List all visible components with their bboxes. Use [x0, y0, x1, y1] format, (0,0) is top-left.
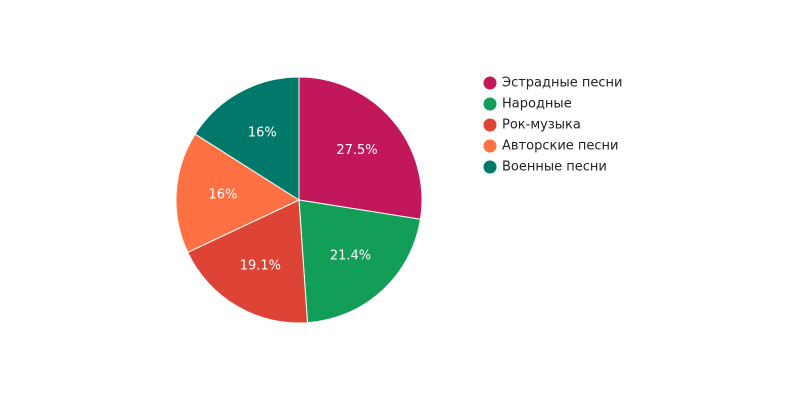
pie-data-label-1: 27.5% [336, 143, 377, 158]
legend-swatch-4 [483, 139, 497, 153]
pie-slices [175, 76, 423, 324]
pie-data-label-5: 16% [248, 126, 277, 141]
pie-slice-3[interactable] [187, 199, 309, 324]
legend: Эстрадные песни Народные Рок-музыка Авторск… [483, 76, 623, 175]
pie-slice-2[interactable] [298, 199, 422, 324]
pie-data-label-3: 19.1% [240, 258, 281, 273]
legend-label-1: Эстрадные песни [502, 76, 623, 91]
legend-swatch-2 [483, 97, 497, 111]
pie-slice-5[interactable] [194, 76, 300, 201]
pie-data-labels: 27.5% 21.4% 19.1% 16% 16% [208, 126, 377, 274]
legend-label-4: Авторские песни [502, 139, 619, 154]
legend-item-3[interactable]: Рок-музыка [483, 118, 581, 133]
legend-label-3: Рок-музыка [502, 118, 581, 133]
legend-item-1[interactable]: Эстрадные песни [483, 76, 623, 91]
pie-slice-1[interactable] [298, 76, 423, 220]
pie-slice-4[interactable] [175, 133, 301, 254]
legend-swatch-3 [483, 118, 497, 132]
legend-swatch-5 [483, 160, 497, 174]
pie-data-label-4: 16% [208, 188, 237, 203]
legend-label-5: Военные песни [502, 160, 607, 175]
legend-item-2[interactable]: Народные [483, 97, 572, 112]
legend-item-5[interactable]: Военные песни [483, 160, 607, 175]
legend-item-4[interactable]: Авторские песни [483, 139, 619, 154]
legend-label-2: Народные [502, 97, 572, 112]
legend-swatch-1 [483, 76, 497, 90]
pie-data-label-2: 21.4% [330, 249, 371, 264]
